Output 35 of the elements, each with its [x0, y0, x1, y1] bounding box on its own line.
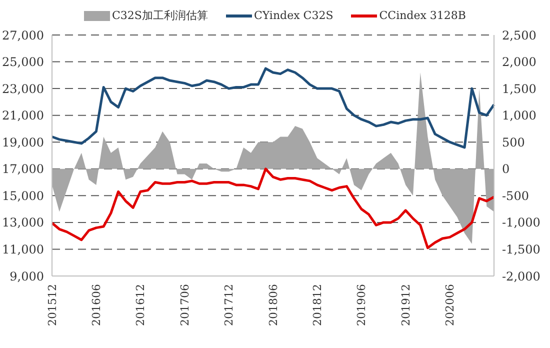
- legend-label: CCindex 3128B: [379, 9, 466, 22]
- x-tick-label: 201712: [222, 284, 236, 326]
- x-tick-label: 201912: [399, 284, 412, 326]
- y-tick-label: 13,000: [2, 216, 44, 230]
- y-tick-label: 21,000: [2, 108, 44, 123]
- y-tick-label: 17,000: [2, 162, 44, 176]
- x-tick-label: 201612: [134, 284, 148, 326]
- y-tick-label: 19,000: [2, 135, 44, 150]
- y-tick-label: 15,000: [2, 188, 44, 203]
- y-tick-label: 11,000: [2, 242, 44, 256]
- x-tick-label: 201606: [90, 284, 104, 326]
- y2-tick-label: 0: [502, 162, 510, 176]
- y2-tick-label: 2,500: [502, 28, 536, 42]
- y2-tick-label: -2,000: [502, 269, 540, 284]
- legend-label: CYindex C32S: [254, 9, 334, 22]
- x-tick-label: 201806: [266, 284, 280, 326]
- x-tick-label: 201512: [46, 284, 59, 326]
- y2-tick-label: 1,500: [502, 82, 536, 96]
- x-tick-label: 201812: [311, 284, 324, 326]
- y-tick-label: 9,000: [10, 269, 44, 284]
- line-series: [50, 168, 496, 250]
- y-tick-label: 25,000: [2, 55, 44, 70]
- y2-tick-label: 2,000: [502, 55, 536, 70]
- x-tick-label: 201706: [178, 284, 192, 326]
- x-tick-label: 202006: [444, 284, 457, 326]
- y-tick-label: 23,000: [2, 82, 44, 96]
- line-series: [50, 67, 496, 149]
- y-tick-label: 27,000: [2, 28, 44, 42]
- y2-tick-label: -500: [502, 188, 529, 203]
- y2-tick-label: 1,000: [502, 108, 536, 123]
- y2-tick-label: -1,500: [502, 242, 540, 256]
- y2-tick-label: 500: [502, 135, 525, 150]
- x-tick-label: 201906: [355, 284, 368, 326]
- legend-label: C32S加工利润估算: [112, 8, 208, 23]
- y2-tick-label: -1,000: [502, 216, 540, 230]
